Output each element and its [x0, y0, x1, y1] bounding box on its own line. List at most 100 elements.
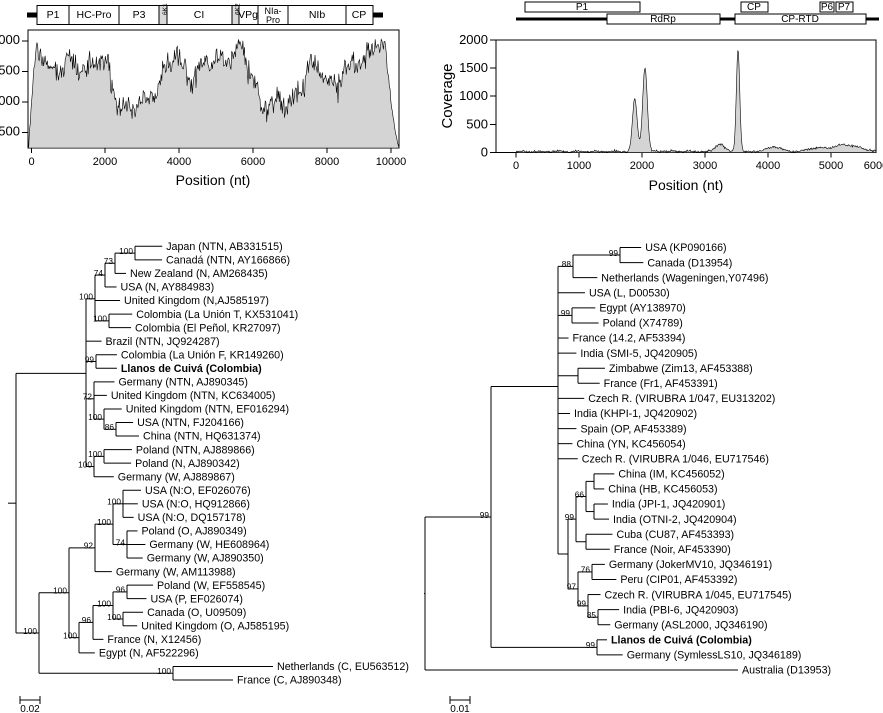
- svg-text:Germany (W, AJ890350): Germany (W, AJ890350): [147, 553, 264, 565]
- svg-text:Germany (W, HE608964): Germany (W, HE608964): [149, 539, 269, 551]
- svg-text:100: 100: [79, 292, 93, 302]
- svg-text:100: 100: [97, 598, 111, 608]
- svg-text:Germany (W, AJ889867): Germany (W, AJ889867): [118, 471, 235, 483]
- svg-text:Germany (NTN, AJ890345): Germany (NTN, AJ890345): [118, 377, 248, 389]
- svg-text:Czech R. (VIRUBRA 1/046, EU717: Czech R. (VIRUBRA 1/046, EU717546): [582, 453, 769, 465]
- svg-text:CP-RTD: CP-RTD: [781, 14, 819, 25]
- svg-text:100: 100: [97, 517, 111, 527]
- svg-text:Poland (O, AJ890349): Poland (O, AJ890349): [141, 526, 246, 538]
- svg-text:Poland (W, EF558545): Poland (W, EF558545): [157, 580, 265, 592]
- svg-text:India (OTNI-2, JQ420904): India (OTNI-2, JQ420904): [613, 514, 737, 526]
- svg-text:100: 100: [93, 314, 107, 324]
- svg-text:Colombia (La Unión F, KR149260: Colombia (La Unión F, KR149260): [121, 349, 284, 361]
- svg-text:Position (nt): Position (nt): [649, 177, 724, 193]
- svg-text:USA (N:O, DQ157178): USA (N:O, DQ157178): [138, 512, 246, 524]
- svg-text:92: 92: [84, 541, 94, 551]
- svg-text:Llanos de Cuivá (Colombia): Llanos de Cuivá (Colombia): [611, 635, 752, 647]
- svg-text:Germany (ASL2000, JQ346190): Germany (ASL2000, JQ346190): [614, 619, 767, 631]
- svg-text:Czech R. (VIRUBRA 1/047, EU31: Czech R. (VIRUBRA 1/047, EU313202): [588, 393, 775, 405]
- svg-text:United Kingdom (NTN, KC634005): United Kingdom (NTN, KC634005): [111, 390, 276, 402]
- svg-text:100: 100: [119, 246, 133, 256]
- svg-text:Australia (D13953): Australia (D13953): [742, 665, 831, 677]
- svg-text:Spain (OP, AF453389): Spain (OP, AF453389): [580, 423, 686, 435]
- svg-text:0.01: 0.01: [450, 704, 470, 713]
- svg-text:6K2: 6K2: [235, 3, 242, 15]
- svg-text:73: 73: [104, 256, 114, 266]
- svg-text:CP: CP: [747, 2, 761, 13]
- svg-text:100: 100: [157, 666, 171, 676]
- svg-text:Poland (NTN, AJ889866): Poland (NTN, AJ889866): [136, 444, 255, 456]
- svg-text:100: 100: [63, 630, 77, 640]
- svg-text:USA (NTN, FJ204166): USA (NTN, FJ204166): [137, 417, 244, 429]
- svg-text:United Kingdom (N,AJ585197): United Kingdom (N,AJ585197): [124, 295, 269, 307]
- svg-text:2000: 2000: [0, 32, 20, 47]
- svg-text:500: 500: [0, 124, 20, 139]
- svg-text:USA (N:O, EF026076): USA (N:O, EF026076): [145, 485, 251, 497]
- svg-text:Llanos de Cuivá (Colombia): Llanos de Cuivá (Colombia): [121, 363, 262, 375]
- svg-text:100: 100: [53, 586, 67, 596]
- svg-text:Germany (W, AM113988): Germany (W, AM113988): [116, 566, 236, 578]
- svg-text:India (JPI-1, JQ420901): India (JPI-1, JQ420901): [612, 499, 725, 511]
- svg-text:500: 500: [466, 117, 488, 132]
- svg-text:Colombia (La Unión T, KX531041: Colombia (La Unión T, KX531041): [136, 309, 298, 321]
- svg-text:China (IM, KC456052): China (IM, KC456052): [618, 469, 724, 481]
- svg-text:France (N, X12456): France (N, X12456): [107, 634, 201, 646]
- svg-text:99: 99: [480, 510, 490, 520]
- svg-text:96: 96: [82, 615, 92, 625]
- svg-text:0.02: 0.02: [20, 704, 40, 713]
- svg-text:72: 72: [83, 392, 93, 402]
- svg-text:Position (nt): Position (nt): [176, 172, 251, 188]
- svg-text:99: 99: [577, 599, 587, 609]
- svg-text:New Zealand (N, AM268435): New Zealand (N, AM268435): [130, 268, 268, 280]
- svg-text:3000: 3000: [693, 160, 717, 172]
- svg-text:1000: 1000: [567, 160, 591, 172]
- svg-text:88: 88: [562, 259, 572, 269]
- svg-text:100: 100: [88, 412, 102, 422]
- svg-text:France (Noir, AF453390): France (Noir, AF453390): [614, 544, 731, 556]
- svg-text:France (C, AJ890348): France (C, AJ890348): [237, 675, 342, 687]
- svg-text:Poland (N, AJ890342): Poland (N, AJ890342): [135, 458, 240, 470]
- svg-text:India (KHPI-1, JQ420902): India (KHPI-1, JQ420902): [574, 408, 697, 420]
- svg-text:96: 96: [116, 585, 126, 595]
- svg-text:10000: 10000: [376, 156, 407, 168]
- svg-text:United Kingdom (O, AJ585195): United Kingdom (O, AJ585195): [141, 620, 289, 632]
- svg-text:1500: 1500: [459, 60, 488, 75]
- svg-text:France (14.2, AF53394): France (14.2, AF53394): [573, 333, 686, 345]
- svg-text:Zimbabwe (Zim13, AF453388): Zimbabwe (Zim13, AF453388): [609, 363, 753, 375]
- svg-text:2000: 2000: [630, 160, 654, 172]
- svg-text:RdRp: RdRp: [650, 14, 676, 25]
- svg-text:99: 99: [561, 308, 571, 318]
- svg-text:1500: 1500: [0, 63, 20, 78]
- svg-text:India (SMI-5, JQ420905): India (SMI-5, JQ420905): [580, 348, 697, 360]
- svg-text:CP: CP: [352, 9, 367, 21]
- svg-text:74: 74: [94, 268, 104, 278]
- svg-text:CI: CI: [194, 9, 205, 21]
- svg-text:HC-Pro: HC-Pro: [76, 9, 111, 21]
- svg-text:Czech R. (VIRUBRA 1/045, EU717: Czech R. (VIRUBRA 1/045, EU717545): [605, 589, 792, 601]
- svg-text:P3: P3: [133, 9, 146, 21]
- svg-text:Germany (SymlessLS10, JQ346189: Germany (SymlessLS10, JQ346189): [627, 650, 802, 662]
- svg-text:99: 99: [586, 640, 596, 650]
- svg-text:Canadá (NTN, AY166866): Canadá (NTN, AY166866): [166, 255, 290, 267]
- svg-text:97: 97: [567, 582, 577, 592]
- svg-text:USA (L, D00530): USA (L, D00530): [589, 287, 670, 299]
- svg-text:6K1: 6K1: [162, 3, 169, 15]
- svg-text:1000: 1000: [0, 93, 20, 108]
- svg-text:USA (P, EF026074): USA (P, EF026074): [150, 593, 242, 605]
- svg-text:5000: 5000: [819, 160, 843, 172]
- svg-text:P1: P1: [47, 9, 60, 21]
- svg-text:India (PBI-6, JQ420903): India (PBI-6, JQ420903): [623, 604, 738, 616]
- svg-text:2000: 2000: [93, 156, 117, 168]
- svg-text:France (Fr1, AF453391): France (Fr1, AF453391): [604, 378, 718, 390]
- svg-text:Peru (CIP01, AF453392): Peru (CIP01, AF453392): [620, 574, 737, 586]
- svg-text:China (HB, KC456053): China (HB, KC456053): [608, 484, 717, 496]
- svg-text:P6: P6: [821, 2, 834, 13]
- svg-text:6000: 6000: [241, 156, 265, 168]
- svg-text:United Kingdom (NTN, EF016294): United Kingdom (NTN, EF016294): [126, 404, 289, 416]
- svg-text:Pro: Pro: [266, 15, 280, 25]
- svg-text:China (NTN, HQ631374): China (NTN, HQ631374): [143, 431, 261, 443]
- svg-text:P7: P7: [838, 2, 851, 13]
- svg-text:Netherlands (Wageningen,Y07496: Netherlands (Wageningen,Y07496): [601, 272, 768, 284]
- svg-text:99: 99: [85, 354, 95, 364]
- svg-text:Brazil (NTN, JQ924287): Brazil (NTN, JQ924287): [106, 336, 220, 348]
